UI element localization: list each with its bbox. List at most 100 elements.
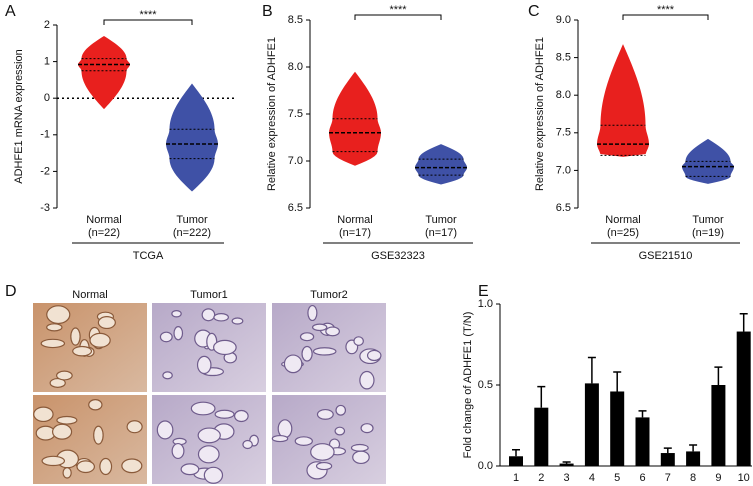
x-tick-label: Tumor [425, 214, 457, 226]
tissue-gland [197, 445, 220, 464]
y-axis-label: ADHFE1 mRNA expression [13, 49, 25, 184]
error-bar [613, 371, 622, 392]
tissue-gland [159, 331, 173, 343]
tissue-gland [310, 443, 335, 461]
y-tick-label: 7.0 [288, 155, 303, 167]
tissue-gland [126, 420, 143, 434]
tissue-gland [352, 450, 370, 465]
bar [660, 453, 675, 466]
category-note: (n=17) [339, 227, 371, 239]
y-axis-label: Relative expression of ADHFE1 [534, 37, 546, 191]
tissue-gland [156, 420, 174, 440]
bar [534, 407, 549, 466]
y-axis-label: Fold change of ADHFE1 (T/N) [462, 312, 474, 459]
tissue-gland [180, 463, 200, 476]
significance-label: **** [657, 4, 675, 16]
tissue-gland [350, 443, 369, 452]
bar [584, 383, 599, 466]
y-tick-label: -1 [40, 129, 50, 141]
tissue-gland [334, 426, 346, 436]
tissue-gland [121, 458, 143, 474]
tissue-gland [360, 423, 374, 434]
image-title: Normal [72, 289, 107, 301]
x-tick-label: 5 [614, 472, 620, 484]
x-tick-label: 7 [665, 472, 671, 484]
tissue-gland [213, 339, 237, 356]
tissue-gland [335, 404, 347, 416]
x-tick-label: Tumor [692, 214, 724, 226]
tissue-gland [325, 326, 340, 337]
error-bar [638, 410, 647, 418]
tissue-gland [231, 317, 244, 325]
tissue-gland [315, 461, 333, 471]
tissue-gland [283, 354, 303, 374]
y-tick-label: 7.5 [288, 108, 303, 120]
bar [509, 456, 523, 466]
x-tick-label: 2 [538, 472, 544, 484]
tissue-gland [353, 336, 364, 346]
x-tick-label: Normal [605, 214, 640, 226]
bar [711, 385, 726, 466]
violin-body [597, 44, 649, 157]
tissue-gland [93, 425, 104, 445]
y-tick-label: 0.0 [478, 460, 493, 472]
tissue-gland [56, 370, 73, 381]
tissue-gland [70, 327, 81, 346]
x-tick-label: 1 [513, 472, 519, 484]
y-tick-label: 1 [44, 56, 50, 68]
error-bar [562, 461, 571, 464]
group-label: TCGA [133, 250, 164, 262]
y-tick-label: 9.0 [556, 14, 571, 26]
tissue-gland [301, 345, 313, 362]
tissue-gland [173, 325, 184, 341]
tissue-gland [197, 427, 221, 444]
tissue-gland [41, 455, 66, 467]
panel-label: C [528, 3, 540, 20]
tissue-gland [76, 460, 96, 474]
tissue-gland [40, 338, 66, 349]
tissue-gland [97, 316, 116, 330]
error-bar [739, 312, 748, 332]
x-tick-label: 10 [738, 472, 750, 484]
bar [610, 391, 625, 466]
panel-label: E [478, 283, 489, 300]
group-label: GSE21510 [639, 250, 693, 262]
image-title: Tumor1 [190, 289, 228, 301]
y-tick-label: 0.5 [478, 379, 493, 391]
tissue-gland [72, 345, 93, 357]
tissue-gland [46, 323, 63, 332]
tissue-gland [33, 406, 54, 423]
tissue-gland [307, 304, 318, 322]
tissue-gland [162, 371, 173, 380]
group-label: GSE32323 [371, 250, 425, 262]
x-tick-label: 4 [589, 472, 595, 484]
image-title: Tumor2 [310, 289, 348, 301]
y-tick-label: 8.5 [288, 14, 303, 26]
tissue-gland [271, 434, 289, 443]
tissue-gland [190, 401, 216, 416]
error-bar [587, 356, 596, 384]
tissue-gland [311, 323, 328, 332]
x-tick-label: 9 [715, 472, 721, 484]
bar [686, 451, 701, 466]
tissue-gland [171, 310, 182, 318]
panel-label: A [5, 3, 16, 20]
panel-label: B [262, 3, 273, 20]
y-tick-label: 8.0 [288, 61, 303, 73]
tissue-gland [242, 439, 253, 450]
bar [736, 331, 751, 466]
tissue-gland [89, 332, 111, 348]
tissue-gland [196, 355, 212, 375]
y-tick-label: 2 [44, 19, 50, 31]
tissue-gland [277, 419, 293, 439]
error-bar [512, 449, 520, 457]
y-tick-label: 1.0 [478, 298, 493, 310]
tissue-gland [213, 313, 229, 322]
category-note: (n=17) [425, 227, 457, 239]
tissue-gland [203, 466, 224, 484]
tissue-gland [316, 408, 334, 420]
tissue-gland [214, 409, 235, 419]
error-bar [689, 444, 698, 452]
x-tick-label: 3 [564, 472, 570, 484]
